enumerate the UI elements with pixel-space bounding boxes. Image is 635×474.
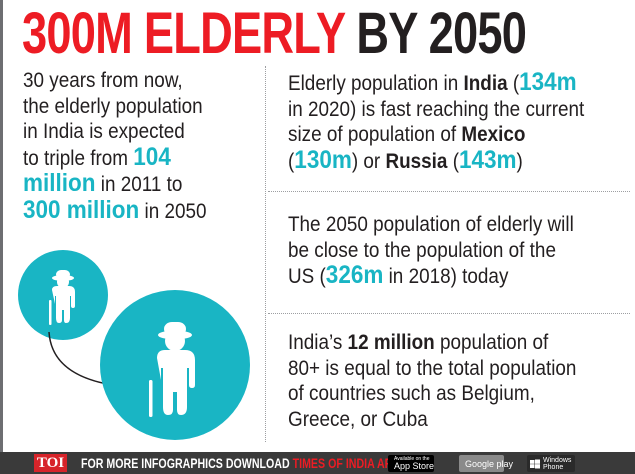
elderly-person-icon (149, 322, 195, 417)
horizontal-divider (268, 313, 630, 314)
google-play-badge[interactable]: Google play (459, 455, 513, 472)
fact-text: ( (288, 149, 295, 173)
left-summary: 30 years from now, the elderly populatio… (23, 68, 257, 224)
fact-text: population of (434, 331, 549, 354)
summary-text: in 2011 to (95, 173, 183, 196)
summary-line: the elderly population (23, 94, 203, 118)
fact-text: ( (447, 149, 459, 173)
large-circle (100, 290, 250, 440)
bold-term: 12 million (347, 331, 435, 354)
fact-text: India’s (288, 331, 348, 354)
summary-line: 30 years from now, (23, 69, 183, 92)
fact-line: in 2020) is fast reaching the current (288, 97, 585, 121)
fact-line: size of population of Mexico (288, 122, 630, 148)
fact-text: ) (516, 149, 523, 173)
summary-line: 300 million in 2050 (23, 195, 257, 225)
promo-red: TIMES OF INDIA APP (292, 455, 399, 471)
summary-line: million in 2011 to (23, 169, 257, 198)
fact-line: be close to the population of the (288, 238, 556, 262)
vertical-divider (265, 66, 266, 442)
bold-term: Mexico (461, 123, 526, 146)
highlight-value: 326m (325, 261, 384, 289)
fact-line: India’s 12 million population of (288, 330, 630, 356)
bold-term: India (463, 72, 508, 95)
app-store-small: Available on the (394, 455, 430, 462)
windows-phone-badge[interactable]: Windows Phone (527, 455, 575, 472)
fact-line: US (326m in 2018) today (288, 261, 630, 290)
fact-line: (130m) or Russia (143m) (288, 145, 630, 175)
summary-line: to triple from 104 (23, 142, 257, 172)
fact-text: size of population of (288, 123, 462, 146)
promo-white: FOR MORE INFOGRAPHICS DOWNLOAD (81, 455, 293, 471)
google-play-label: Google play (465, 458, 514, 469)
fact-line: 80+ is equal to the total population (288, 356, 577, 380)
highlight-value: million (23, 169, 96, 197)
fact-text: in 2018) today (383, 265, 509, 288)
headline-red: 300M ELDERLY (22, 1, 345, 66)
horizontal-divider (268, 191, 630, 192)
highlight-value: 104 (133, 142, 171, 171)
fact-text: US ( (288, 265, 326, 288)
fact-line: Greece, or Cuba (288, 407, 428, 431)
summary-text: in 2050 (139, 199, 207, 223)
highlight-value: 143m (459, 145, 517, 174)
windows-line1: Windows (543, 456, 572, 464)
fact-line: Elderly population in India (134m (288, 68, 630, 97)
windows-line2: Phone (543, 463, 564, 471)
footer-promo-text: FOR MORE INFOGRAPHICS DOWNLOAD TIMES OF … (81, 455, 399, 471)
summary-text: to triple from (23, 146, 134, 170)
app-store-label: App Store (394, 460, 435, 471)
highlight-value: 300 million (23, 195, 140, 224)
fact-mexico-russia: Elderly population in India (134m in 202… (288, 68, 630, 175)
summary-line: in India is expected (23, 120, 185, 143)
windows-icon (530, 459, 540, 468)
elderly-person-icon (49, 270, 75, 325)
left-border (0, 0, 3, 452)
headline-black: BY 2050 (356, 1, 527, 66)
fact-80-plus: India’s 12 million population of 80+ is … (288, 330, 630, 432)
fact-line: of countries such as Belgium, (288, 382, 535, 405)
small-circle (18, 250, 108, 340)
fact-text: ( (507, 72, 520, 95)
page-title: 300M ELDERLY BY 2050 (22, 1, 527, 66)
app-store-badge[interactable]: Available on the App Store (388, 455, 434, 472)
fact-us-comparison: The 2050 population of elderly will be c… (288, 212, 630, 290)
toi-logo[interactable]: TOI (34, 454, 67, 472)
footer-bar: TOI FOR MORE INFOGRAPHICS DOWNLOAD TIMES… (0, 452, 635, 474)
fact-text: Elderly population in (288, 72, 464, 95)
highlight-value: 130m (294, 145, 352, 174)
fact-text: ) or (351, 149, 386, 173)
fact-line: The 2050 population of elderly will (288, 213, 574, 236)
elderly-growth-illustration (18, 250, 250, 440)
highlight-value: 134m (519, 68, 577, 96)
bold-term: Russia (385, 149, 448, 173)
